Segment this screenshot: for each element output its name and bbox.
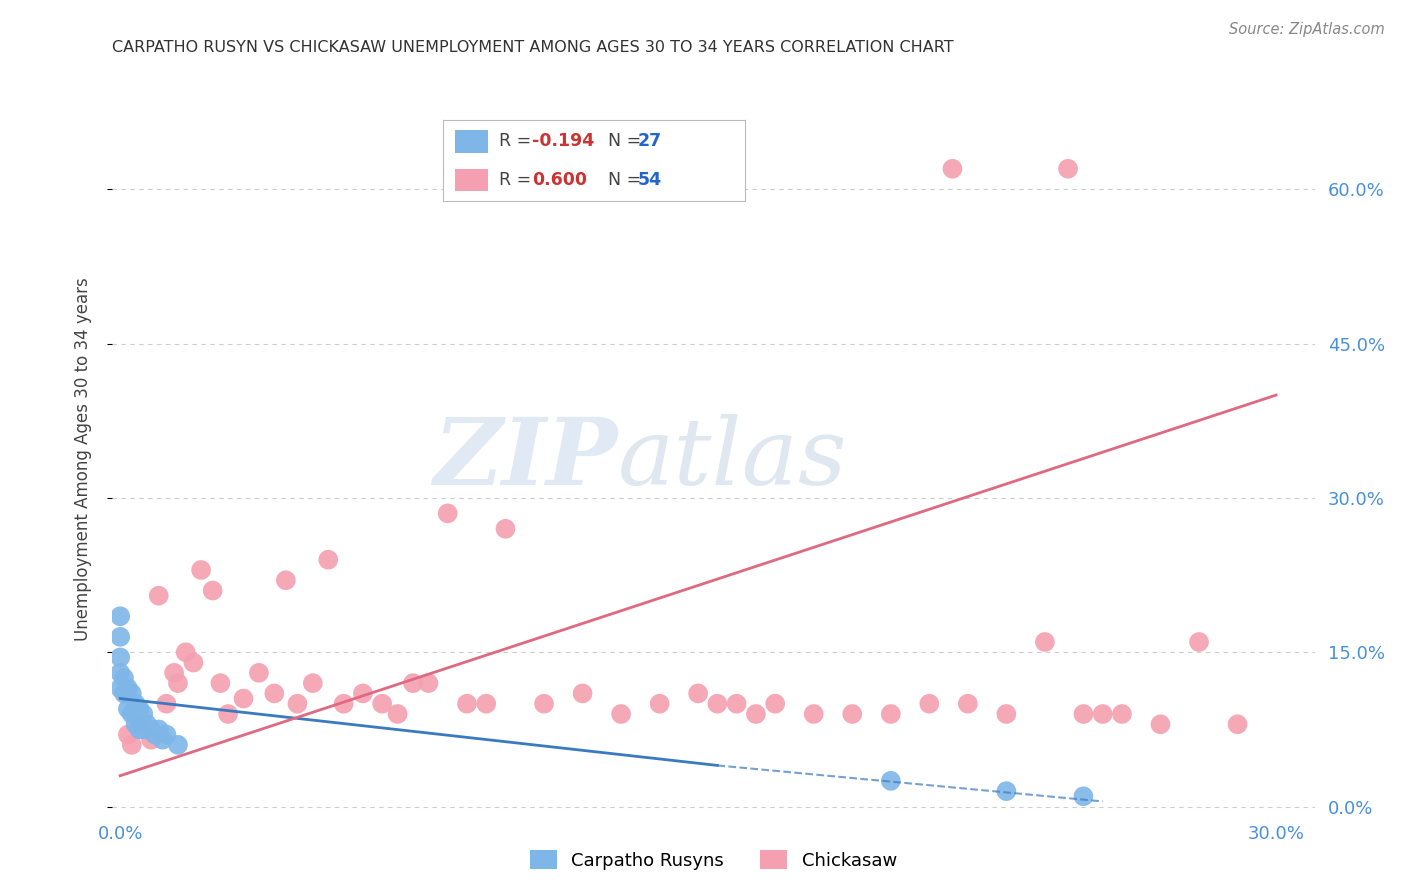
Point xyxy=(706,697,728,711)
Point xyxy=(880,773,903,788)
Y-axis label: Unemployment Among Ages 30 to 34 years: Unemployment Among Ages 30 to 34 years xyxy=(73,277,91,641)
Point xyxy=(274,574,297,588)
Point xyxy=(387,706,409,721)
Point xyxy=(1188,635,1211,649)
Text: R =: R = xyxy=(499,171,537,189)
Point xyxy=(1057,161,1080,176)
Point xyxy=(155,728,177,742)
Point xyxy=(167,676,190,690)
Point xyxy=(128,723,150,737)
Point xyxy=(918,697,941,711)
Point xyxy=(1149,717,1171,731)
Point xyxy=(1226,717,1249,731)
Point xyxy=(332,697,354,711)
Point xyxy=(121,738,143,752)
Text: Source: ZipAtlas.com: Source: ZipAtlas.com xyxy=(1229,22,1385,37)
Point xyxy=(124,697,146,711)
Point xyxy=(571,686,593,700)
Point xyxy=(352,686,374,700)
Point xyxy=(995,706,1018,721)
Point xyxy=(533,697,555,711)
Point xyxy=(148,723,170,737)
Point xyxy=(956,697,979,711)
Point xyxy=(183,656,205,670)
Text: CARPATHO RUSYN VS CHICKASAW UNEMPLOYMENT AMONG AGES 30 TO 34 YEARS CORRELATION C: CARPATHO RUSYN VS CHICKASAW UNEMPLOYMENT… xyxy=(112,40,955,55)
Point xyxy=(803,706,825,721)
Point xyxy=(143,728,166,742)
Point xyxy=(148,589,170,603)
Point xyxy=(108,609,131,624)
Point xyxy=(436,507,458,521)
Point xyxy=(402,676,425,690)
Point xyxy=(418,676,440,690)
Point xyxy=(1033,635,1056,649)
Point xyxy=(163,665,186,680)
Point xyxy=(1073,789,1095,804)
Point xyxy=(124,717,146,731)
Point xyxy=(190,563,212,577)
Point xyxy=(108,650,131,665)
Text: atlas: atlas xyxy=(617,415,846,504)
Point xyxy=(371,697,394,711)
Point xyxy=(117,681,139,696)
Point xyxy=(688,686,710,700)
Point xyxy=(745,706,768,721)
Point xyxy=(287,697,309,711)
Point xyxy=(725,697,748,711)
Text: 27: 27 xyxy=(638,132,662,150)
Point xyxy=(108,630,131,644)
FancyBboxPatch shape xyxy=(456,169,488,191)
Point xyxy=(167,738,190,752)
Point xyxy=(139,732,162,747)
Point xyxy=(880,706,903,721)
Point xyxy=(1091,706,1114,721)
Point xyxy=(263,686,285,700)
Point xyxy=(121,706,143,721)
Point xyxy=(174,645,197,659)
Text: N =: N = xyxy=(607,132,647,150)
Text: 0.600: 0.600 xyxy=(531,171,588,189)
Text: ZIP: ZIP xyxy=(433,415,617,504)
FancyBboxPatch shape xyxy=(456,130,488,153)
Point xyxy=(136,717,159,731)
Point xyxy=(128,717,150,731)
Text: 54: 54 xyxy=(638,171,662,189)
Point xyxy=(152,732,174,747)
Text: -0.194: -0.194 xyxy=(531,132,595,150)
Point xyxy=(1073,706,1095,721)
Point xyxy=(301,676,323,690)
Point xyxy=(155,697,177,711)
Point xyxy=(610,706,633,721)
Point xyxy=(247,665,270,680)
Point xyxy=(217,706,239,721)
Point xyxy=(121,686,143,700)
Point xyxy=(201,583,224,598)
Point xyxy=(941,161,963,176)
Point xyxy=(1111,706,1133,721)
Point xyxy=(648,697,671,711)
Point xyxy=(475,697,498,711)
Text: R =: R = xyxy=(499,132,537,150)
Legend: Carpatho Rusyns, Chickasaw: Carpatho Rusyns, Chickasaw xyxy=(530,850,897,870)
Point xyxy=(117,728,139,742)
Point xyxy=(132,723,155,737)
Point xyxy=(117,702,139,716)
Text: N =: N = xyxy=(607,171,647,189)
Point xyxy=(456,697,478,711)
Point xyxy=(112,671,135,685)
Point xyxy=(132,706,155,721)
Point xyxy=(139,723,162,737)
Point xyxy=(209,676,232,690)
Point xyxy=(108,665,131,680)
Point xyxy=(495,522,517,536)
Point xyxy=(841,706,863,721)
Point xyxy=(112,686,135,700)
Point xyxy=(316,552,339,566)
Point xyxy=(232,691,254,706)
Point xyxy=(108,681,131,696)
Point xyxy=(128,702,150,716)
Point xyxy=(995,784,1018,798)
Point xyxy=(763,697,786,711)
